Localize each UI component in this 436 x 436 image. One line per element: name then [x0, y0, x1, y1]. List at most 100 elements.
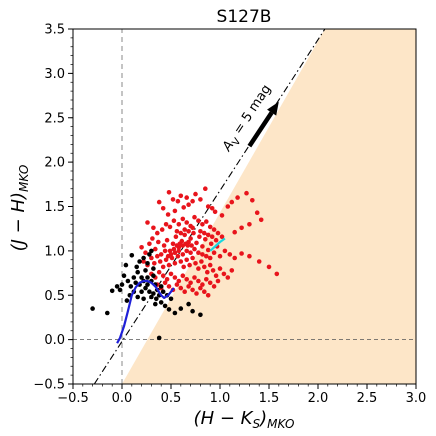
black-point [198, 312, 203, 318]
red-point [157, 259, 163, 264]
black-point [109, 288, 115, 294]
red-point [149, 255, 154, 261]
black-point [158, 284, 164, 289]
red-point [247, 253, 252, 259]
red-point [151, 225, 156, 231]
red-point [167, 248, 173, 254]
black-point [121, 273, 127, 279]
x-tick-label: −0.5 [57, 391, 89, 406]
red-point [172, 250, 178, 255]
red-point [227, 252, 233, 257]
red-point [180, 273, 186, 279]
red-point [219, 213, 225, 218]
y-tick-label: 3.5 [44, 23, 65, 38]
red-point [191, 230, 196, 236]
red-point [194, 240, 199, 246]
red-point [160, 206, 166, 211]
red-point [173, 234, 179, 239]
red-point [205, 269, 210, 275]
x-tick-label: 2.0 [308, 391, 329, 406]
red-point [213, 237, 219, 243]
black-point [162, 303, 168, 309]
red-point [203, 237, 208, 242]
black-point [125, 278, 131, 284]
x-tick-label: 0.0 [112, 391, 133, 406]
red-point [156, 269, 162, 275]
red-point [164, 237, 170, 243]
black-point [141, 255, 146, 261]
black-point [128, 284, 134, 289]
x-axis-label: (H − KS)MKO [194, 408, 295, 431]
red-point [170, 197, 176, 202]
red-point [192, 214, 197, 220]
red-point [180, 252, 186, 257]
red-point [156, 239, 161, 245]
red-point [205, 232, 211, 238]
black-point [119, 282, 125, 287]
red-point [254, 210, 260, 215]
red-point [165, 212, 171, 217]
black-point [149, 248, 154, 254]
red-point [169, 255, 175, 261]
chart-title: S127B [217, 7, 272, 27]
red-point [200, 244, 205, 249]
red-point [174, 229, 180, 234]
red-point [202, 264, 207, 270]
red-point [205, 204, 211, 209]
red-point [198, 229, 203, 234]
red-point [204, 253, 209, 259]
red-point [175, 253, 181, 259]
red-point [207, 255, 213, 261]
red-point [152, 261, 157, 266]
black-point [137, 259, 142, 264]
red-point [196, 278, 201, 284]
black-point [145, 282, 150, 287]
red-point [190, 198, 195, 204]
red-point [198, 285, 203, 291]
black-point [141, 296, 146, 302]
x-tick-label: 0.5 [161, 391, 182, 406]
red-point [211, 250, 217, 255]
black-point [151, 273, 156, 279]
y-tick-label: 2.5 [44, 111, 65, 126]
red-point [204, 219, 209, 224]
red-point [217, 253, 223, 259]
black-point [129, 253, 135, 258]
red-point [160, 273, 166, 279]
red-point [232, 255, 237, 261]
red-point [184, 277, 189, 282]
red-point [196, 218, 201, 223]
black-point [105, 310, 110, 316]
red-point [207, 224, 213, 230]
red-point [170, 241, 176, 247]
red-point [212, 209, 218, 215]
red-point [176, 248, 182, 254]
black-point [153, 301, 158, 307]
black-point [145, 275, 150, 280]
red-point [182, 232, 187, 238]
dwarf-locus-line [116, 279, 175, 344]
red-point [178, 230, 184, 236]
red-point [247, 222, 252, 227]
red-point [168, 271, 174, 277]
red-point [190, 255, 195, 261]
red-point [178, 193, 184, 199]
y-tick-label: 1.5 [44, 200, 65, 215]
red-point [181, 264, 186, 270]
red-point [188, 236, 193, 241]
red-point [178, 285, 184, 291]
red-point [176, 222, 182, 227]
black-point [131, 275, 137, 280]
black-point [134, 264, 139, 270]
red-point [186, 229, 191, 234]
x-tick-label: 1.0 [210, 391, 231, 406]
black-point [90, 306, 95, 311]
red-point [158, 252, 164, 257]
black-point [139, 275, 144, 280]
red-point [217, 266, 223, 271]
red-point [156, 199, 162, 205]
black-point [139, 289, 144, 295]
black-point [178, 306, 184, 311]
red-point [186, 239, 191, 245]
y-tick-label: 1.0 [44, 244, 65, 259]
